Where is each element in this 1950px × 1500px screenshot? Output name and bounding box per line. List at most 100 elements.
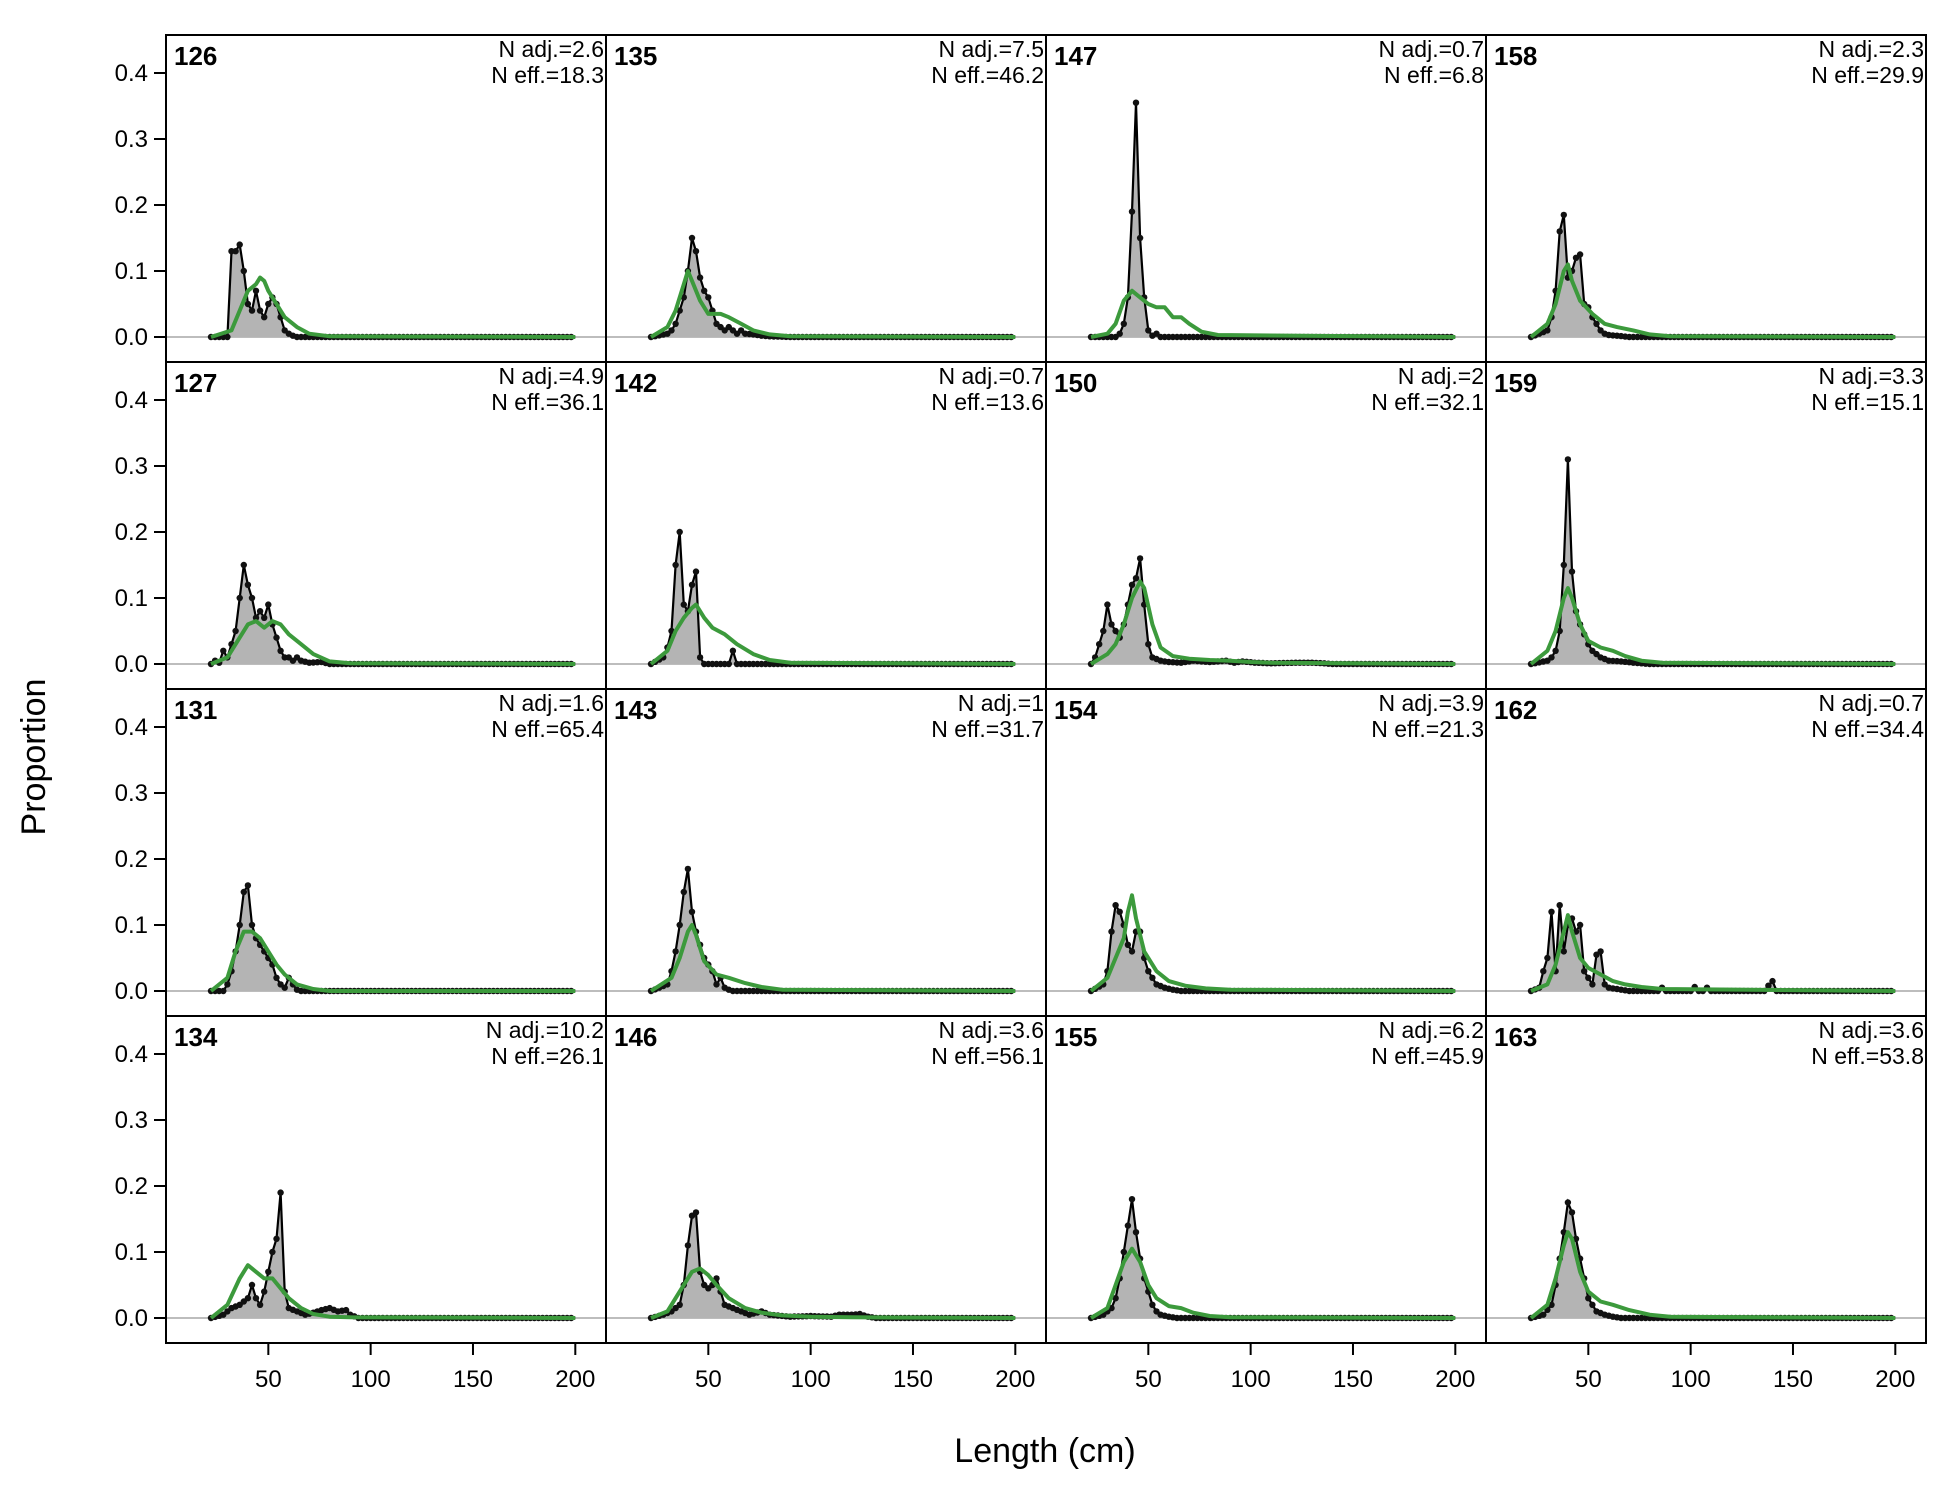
observed-line: [651, 532, 1015, 664]
panel-162: 162 N adj.=0.7N eff.=34.4: [1486, 689, 1926, 1016]
observed-point: [273, 1236, 279, 1242]
observed-point: [1117, 909, 1123, 915]
observed-point: [249, 307, 255, 313]
panel-label: 126: [174, 41, 217, 71]
panel-label: 143: [614, 695, 657, 725]
observed-point: [1577, 251, 1583, 257]
observed-point: [701, 288, 707, 294]
observed-point: [1557, 902, 1563, 908]
panel-label: 135: [614, 41, 657, 71]
panel-label: 163: [1494, 1022, 1537, 1052]
x-tick-label: 200: [1435, 1366, 1475, 1393]
y-tick-label: 0.0: [115, 978, 148, 1005]
observed-point: [265, 1269, 271, 1275]
observed-area: [211, 245, 575, 337]
panel-155: 155 N adj.=6.2N eff.=45.950 100 150 200: [1046, 1016, 1486, 1393]
observed-point: [677, 1302, 683, 1308]
y-tick-label: 0.3: [115, 780, 148, 807]
observed-point: [245, 1295, 251, 1301]
n-eff-annotation: N eff.=53.8: [1811, 1043, 1924, 1069]
y-tick-label: 0.1: [115, 912, 148, 939]
x-tick-label: 150: [1333, 1366, 1373, 1393]
observed-area: [1091, 1199, 1455, 1318]
length-composition-chart: Proportion Length (cm) 126 N adj.=2.6N ef…: [0, 0, 1950, 1500]
y-tick-label: 0.1: [115, 258, 148, 285]
observed-point: [257, 307, 263, 313]
panel-label: 150: [1054, 368, 1097, 398]
panel-134: 134 N adj.=10.2N eff.=26.1 0.0 0.1 0.2 0.3 0.4…: [115, 1016, 606, 1393]
n-eff-annotation: N eff.=26.1: [491, 1043, 604, 1069]
observed-point: [245, 301, 251, 307]
panels-grid: 126 N adj.=2.6N eff.=18.30.00.10.20.30.41…: [115, 35, 1926, 1393]
n-adj-annotation: N adj.=3.6: [939, 1017, 1045, 1043]
y-tick-label: 0.4: [115, 387, 148, 414]
observed-point: [1145, 327, 1151, 333]
y-tick-label: 0.4: [115, 714, 148, 741]
observed-area: [211, 1193, 575, 1318]
observed-point: [249, 595, 255, 601]
observed-point: [1112, 628, 1118, 634]
panel-159: 159 N adj.=3.3N eff.=15.1: [1486, 362, 1926, 689]
n-eff-annotation: N eff.=45.9: [1371, 1043, 1484, 1069]
panel-label: 142: [614, 368, 657, 398]
observed-point: [1589, 981, 1595, 987]
n-adj-annotation: N adj.=3.3: [1819, 363, 1925, 389]
x-tick-label: 150: [1773, 1366, 1813, 1393]
panel-label: 134: [174, 1022, 218, 1052]
observed-area: [651, 1212, 1015, 1318]
observed-point: [1100, 628, 1106, 634]
x-tick-label: 50: [1135, 1366, 1162, 1393]
observed-area: [211, 885, 575, 991]
n-adj-annotation: N adj.=2.3: [1819, 36, 1925, 62]
n-eff-annotation: N eff.=65.4: [491, 716, 604, 742]
n-eff-annotation: N eff.=15.1: [1811, 389, 1924, 415]
observed-point: [672, 562, 678, 568]
observed-point: [1133, 1229, 1139, 1235]
observed-point: [1145, 641, 1151, 647]
observed-point: [693, 1209, 699, 1215]
observed-point: [237, 595, 243, 601]
y-tick-label: 0.1: [115, 1239, 148, 1266]
observed-point: [1561, 948, 1567, 954]
observed-point: [672, 948, 678, 954]
observed-point: [1112, 902, 1118, 908]
observed-point: [1096, 641, 1102, 647]
observed-point: [232, 628, 238, 634]
n-adj-annotation: N adj.=10.2: [486, 1017, 604, 1043]
y-tick-label: 0.4: [115, 60, 148, 87]
x-tick-label: 150: [453, 1366, 493, 1393]
observed-point: [685, 866, 691, 872]
n-eff-annotation: N eff.=56.1: [931, 1043, 1044, 1069]
panel-143: 143 N adj.=1N eff.=31.7: [606, 689, 1046, 1016]
observed-area: [1531, 215, 1895, 337]
y-axis-label: Proportion: [15, 679, 53, 836]
x-tick-label: 50: [1575, 1366, 1602, 1393]
observed-point: [249, 1282, 255, 1288]
n-adj-annotation: N adj.=3.6: [1819, 1017, 1925, 1043]
y-tick-label: 0.0: [115, 651, 148, 678]
observed-point: [705, 294, 711, 300]
observed-point: [245, 882, 251, 888]
panel-label: 158: [1494, 41, 1537, 71]
observed-points: [648, 529, 1015, 667]
observed-point: [269, 1249, 275, 1255]
observed-area: [651, 532, 1015, 664]
n-adj-annotation: N adj.=0.7: [1819, 690, 1925, 716]
observed-point: [697, 654, 703, 660]
observed-point: [1133, 100, 1139, 106]
observed-point: [668, 327, 674, 333]
observed-point: [1125, 1222, 1131, 1228]
n-adj-annotation: N adj.=0.7: [1379, 36, 1485, 62]
n-eff-annotation: N eff.=32.1: [1371, 389, 1484, 415]
n-eff-annotation: N eff.=21.3: [1371, 716, 1484, 742]
observed-point: [689, 909, 695, 915]
observed-point: [1137, 555, 1143, 561]
observed-point: [1561, 562, 1567, 568]
observed-point: [261, 314, 267, 320]
panel-163: 163 N adj.=3.6N eff.=53.8 50 100 150 200: [1486, 1016, 1926, 1393]
observed-point: [1769, 978, 1775, 984]
panel-label: 146: [614, 1022, 657, 1052]
x-tick-label: 150: [893, 1366, 933, 1393]
panel-142: 142 N adj.=0.7N eff.=13.6: [606, 362, 1046, 689]
observed-point: [730, 648, 736, 654]
